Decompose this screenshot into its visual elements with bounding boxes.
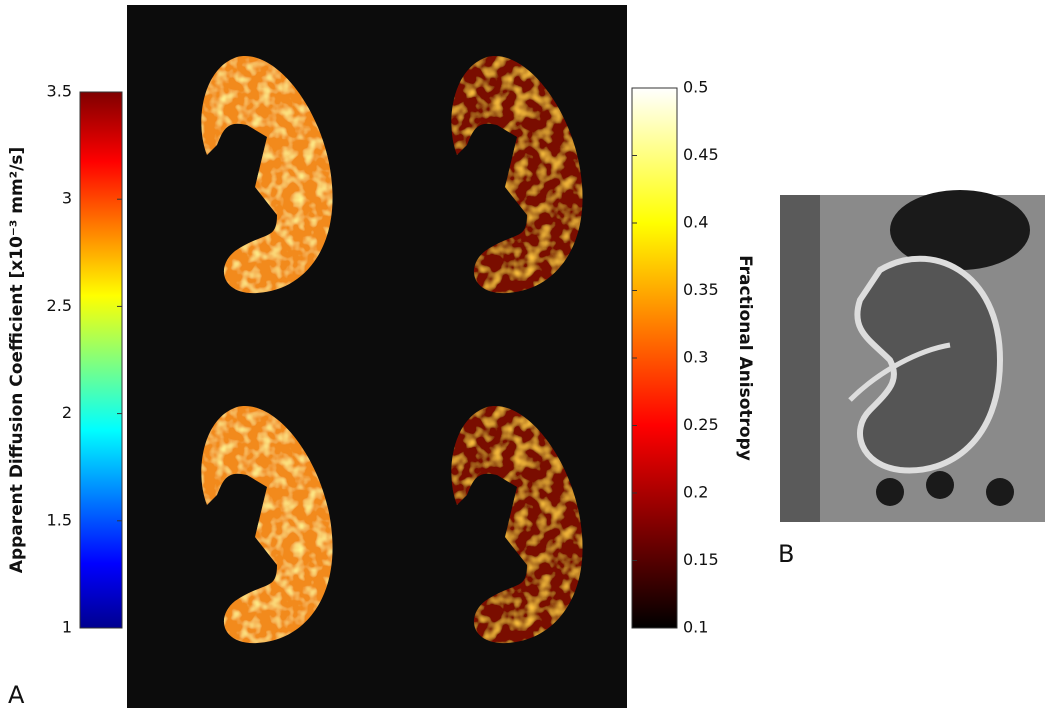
vessel [848, 342, 951, 402]
tick-label: 0.5 [683, 78, 708, 97]
tick-label: 0.3 [683, 348, 708, 367]
fa-colorbar [631, 87, 678, 629]
tick-label: 2 [62, 403, 72, 422]
mri-panel-a [127, 5, 627, 708]
image-region [986, 478, 1014, 506]
image-region [890, 190, 1030, 270]
kidney [854, 255, 1004, 474]
tick-label: 3.5 [47, 82, 72, 101]
tick-label: 0.2 [683, 483, 708, 502]
tick-label: 2.5 [47, 296, 72, 315]
colorbar-label: Fractional Anisotropy [735, 255, 755, 461]
tick-label: 0.25 [683, 415, 719, 434]
tick-label: 0.45 [683, 145, 719, 164]
tick-label: 1 [62, 618, 72, 637]
tick-label: 0.35 [683, 280, 719, 299]
image-region [780, 195, 820, 522]
tick-label: 3 [62, 189, 72, 208]
adc-colorbar [79, 91, 123, 629]
tick-label: 1.5 [47, 510, 72, 529]
image-region [876, 478, 904, 506]
colorbar-label: Apparent Diffusion Coefficient [x10⁻³ mm… [7, 147, 27, 573]
image-region [926, 471, 954, 499]
panel-label: A [8, 681, 25, 709]
mri-panel-b [780, 190, 1045, 522]
tick-label: 0.4 [683, 213, 708, 232]
tick-label: 0.1 [683, 618, 708, 637]
tick-label: 0.15 [683, 550, 719, 569]
panel-label: B [778, 540, 794, 568]
